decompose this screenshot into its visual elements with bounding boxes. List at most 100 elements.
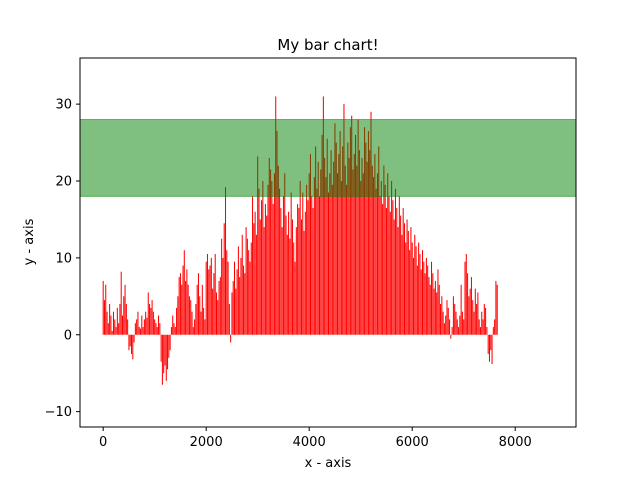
bar [320, 169, 322, 335]
bar [321, 134, 323, 335]
bar [400, 215, 402, 335]
bar [337, 173, 339, 335]
y-axis-ticks: −10 0 10 20 30 [45, 98, 80, 420]
bar [106, 311, 108, 335]
bar [219, 277, 221, 335]
bar [358, 150, 360, 335]
bar [257, 156, 259, 335]
bar [490, 334, 492, 351]
bar [465, 254, 467, 335]
bar [232, 280, 234, 335]
bar [213, 273, 215, 335]
bar [348, 157, 350, 335]
bar [441, 296, 443, 335]
x-tick-label: 4000 [293, 435, 326, 450]
bar [124, 284, 126, 335]
bar [434, 280, 436, 335]
bar [440, 304, 442, 335]
bar [150, 307, 152, 335]
bar [391, 181, 393, 335]
bar [178, 277, 180, 335]
bar [208, 269, 210, 335]
bar [163, 334, 165, 374]
bar [258, 188, 260, 335]
bar [263, 227, 265, 335]
bar [284, 173, 286, 335]
bar [253, 223, 255, 335]
bar [315, 146, 317, 335]
bar [109, 304, 111, 335]
bar [403, 223, 405, 335]
bar [428, 277, 430, 335]
bar [308, 173, 310, 335]
bar [231, 292, 233, 335]
bar [214, 254, 216, 335]
bar [127, 319, 129, 335]
bar [324, 157, 326, 335]
bar [456, 319, 458, 335]
bar [270, 169, 272, 335]
bar [394, 188, 396, 335]
bar [433, 288, 435, 335]
bar [215, 292, 218, 335]
bar [449, 319, 451, 335]
bar [191, 311, 193, 335]
bar [129, 334, 131, 347]
bar [297, 204, 299, 335]
bar [155, 323, 157, 335]
bar [436, 292, 438, 335]
highlight-band [79, 119, 577, 197]
bar [338, 154, 340, 335]
bar [182, 265, 184, 335]
bar [424, 273, 426, 335]
bar [364, 127, 366, 335]
bar [237, 246, 239, 335]
bar [275, 96, 277, 335]
bar [303, 230, 305, 335]
bar [112, 311, 114, 335]
x-tick-label: 2000 [190, 435, 223, 450]
bar [201, 284, 203, 335]
bar [249, 261, 251, 335]
bar [241, 234, 243, 335]
bar [302, 192, 304, 335]
bar [396, 207, 398, 335]
bar [477, 292, 479, 335]
bar [281, 227, 283, 335]
bar [325, 177, 327, 335]
bar [313, 177, 315, 335]
bar [203, 307, 205, 335]
bar [279, 188, 281, 335]
bar [369, 150, 371, 335]
bar [132, 334, 134, 360]
bar [282, 196, 284, 335]
bar [392, 200, 394, 335]
bar [181, 284, 183, 335]
bar [154, 319, 156, 335]
bar [136, 319, 138, 335]
bar [370, 111, 372, 335]
bar [173, 323, 175, 335]
bar [167, 334, 169, 370]
bar [200, 311, 202, 335]
bar [272, 204, 274, 335]
bar [176, 307, 178, 335]
bar [223, 223, 225, 335]
bar [473, 311, 475, 335]
bar [459, 315, 461, 335]
bar [387, 173, 389, 335]
bar [322, 96, 324, 335]
bar [204, 319, 206, 335]
bar [487, 334, 489, 354]
bar [119, 304, 121, 335]
bar [141, 315, 143, 335]
bar [362, 173, 364, 335]
bar [411, 242, 413, 335]
bar [286, 234, 288, 335]
bar [288, 211, 290, 335]
bar [331, 184, 333, 335]
bar [246, 238, 248, 335]
bar [291, 219, 293, 335]
bar [349, 127, 351, 335]
bar [110, 315, 112, 335]
